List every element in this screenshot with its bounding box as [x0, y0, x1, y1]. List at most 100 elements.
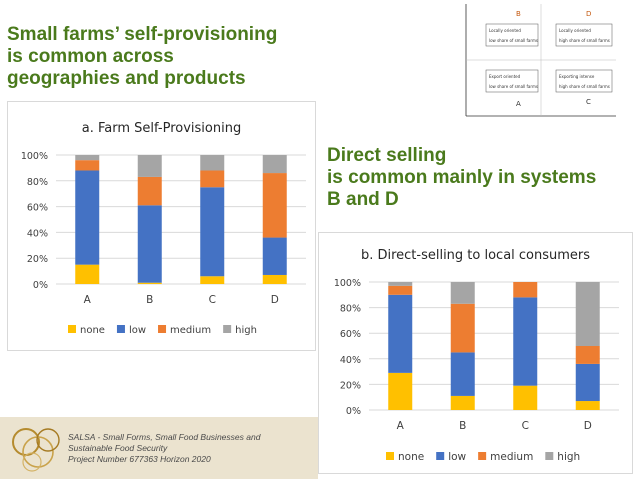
- bar-segment-medium-C: [513, 282, 538, 298]
- y-tick-label: 80%: [340, 304, 361, 315]
- y-tick-label: 40%: [340, 355, 361, 366]
- footer-line: Project Number 677363 Horizon 2020: [68, 454, 211, 464]
- bar-segment-low-C: [513, 297, 538, 386]
- x-tick-label: B: [146, 294, 153, 306]
- bar-segment-none-B: [137, 282, 162, 284]
- chart-b-svg: b. Direct-selling to local consumers 0% 20…: [334, 248, 619, 463]
- diagram-box-c: [555, 69, 613, 93]
- chart-farm-self-provisioning: a. Farm Self-Provisioning 0% 20% 40% 60% 80% 1…: [7, 101, 316, 351]
- x-tick-label: D: [271, 294, 279, 306]
- box-label: Exporting intense: [559, 74, 595, 79]
- chart-title: a. Farm Self-Provisioning: [82, 121, 241, 136]
- bar-segment-none-C: [200, 276, 225, 284]
- bar-segment-none-C: [513, 385, 538, 410]
- bar-segment-medium-A: [388, 285, 413, 295]
- bar-segment-none-D: [575, 401, 600, 410]
- footer-banner: SALSA - Small Forms, Small Food Business…: [0, 417, 318, 479]
- bar-segment-high-A: [388, 282, 413, 286]
- legend-label: none: [80, 325, 105, 336]
- typology-diagram: B D A C Locally oriented low share of sm…: [446, 0, 638, 126]
- diagram-box-a: [485, 69, 539, 93]
- legend-label: medium: [170, 325, 211, 336]
- quadrant-label-a: A: [516, 100, 521, 108]
- quadrant-label-d: D: [586, 10, 591, 18]
- chart-title: b. Direct-selling to local consumers: [361, 248, 590, 263]
- legend-label: none: [398, 451, 424, 463]
- quadrant-label-c: C: [586, 98, 591, 106]
- box-label: Locally oriented: [559, 28, 591, 33]
- headline-line: B and D: [327, 189, 399, 210]
- chart-direct-selling: b. Direct-selling to local consumers 0% 20…: [318, 232, 633, 474]
- legend-swatch-low: [436, 452, 445, 460]
- y-tick-label: 60%: [27, 203, 48, 214]
- y-tick-label: 20%: [27, 254, 48, 265]
- bar-segment-low-B: [450, 352, 475, 396]
- box-label: Locally oriented: [489, 28, 521, 33]
- x-tick-label: C: [522, 420, 529, 432]
- legend-swatch-none: [386, 452, 394, 460]
- bar-segment-low-C: [200, 187, 225, 277]
- footer-text: SALSA - Small Forms, Small Food Business…: [68, 432, 260, 465]
- bar-segment-medium-D: [262, 173, 287, 238]
- legend-swatch-none: [68, 325, 76, 333]
- bar-segment-low-A: [75, 170, 100, 265]
- headline-line: is common across: [7, 46, 174, 67]
- y-tick-label: 0%: [346, 406, 361, 417]
- bar-segment-low-B: [137, 205, 162, 283]
- y-tick-label: 80%: [27, 177, 48, 188]
- headline-direct-selling: Direct selling is common mainly in syste…: [327, 145, 596, 211]
- bar-segment-medium-B: [450, 303, 475, 353]
- headline-self-provisioning: Small farms’ self-provisioning is common…: [7, 24, 277, 90]
- salsa-rings-logo: [12, 428, 60, 472]
- diagram-box-d: [555, 23, 613, 47]
- bar-segment-high-D: [575, 282, 600, 346]
- bar-segment-high-D: [262, 155, 287, 174]
- legend-swatch-high: [223, 325, 232, 333]
- bar-segment-none-A: [388, 372, 413, 410]
- y-tick-label: 100%: [334, 278, 361, 289]
- box-label: Export oriented: [489, 74, 521, 79]
- box-label: low share of small farms: [489, 38, 538, 43]
- bar-segment-none-A: [75, 264, 100, 284]
- bar-segment-high-B: [450, 282, 475, 304]
- legend-label: high: [557, 451, 580, 463]
- headline-line: Direct selling: [327, 145, 447, 166]
- legend-label: low: [448, 451, 466, 463]
- headline-line: Small farms’ self-provisioning: [7, 24, 278, 45]
- bar-segment-medium-D: [575, 346, 600, 364]
- box-label: high share of small farms: [559, 38, 610, 43]
- x-tick-label: C: [209, 294, 216, 306]
- legend-label: medium: [490, 451, 533, 463]
- bar-segment-high-C: [200, 155, 225, 171]
- y-tick-label: 100%: [21, 151, 48, 162]
- bar-segment-low-D: [262, 237, 287, 275]
- bar-segment-medium-B: [137, 176, 162, 206]
- x-tick-label: A: [84, 294, 92, 306]
- bar-segment-medium-A: [75, 160, 100, 171]
- chart-a-svg: a. Farm Self-Provisioning 0% 20% 40% 60% 80% 1…: [21, 121, 306, 336]
- legend-label: high: [235, 325, 257, 336]
- box-label: low share of small farms: [489, 84, 538, 89]
- quadrant-label-b: B: [516, 10, 521, 18]
- legend-swatch-medium: [478, 452, 487, 460]
- diagram-box-b: [485, 23, 539, 47]
- x-tick-label: B: [459, 420, 466, 432]
- bar-segment-none-D: [262, 274, 287, 284]
- y-tick-label: 60%: [340, 329, 361, 340]
- bar-segment-high-B: [137, 155, 162, 177]
- bar-segment-low-D: [575, 363, 600, 402]
- bar-segment-medium-C: [200, 170, 225, 188]
- legend-label: low: [129, 325, 146, 336]
- legend-swatch-high: [545, 452, 554, 460]
- y-tick-label: 0%: [33, 280, 48, 291]
- x-tick-label: A: [397, 420, 405, 432]
- headline-line: is common mainly in systems: [327, 167, 597, 188]
- headline-line: geographies and products: [7, 68, 246, 89]
- bar-segment-low-A: [388, 294, 413, 373]
- y-tick-label: 20%: [340, 380, 361, 391]
- x-tick-label: D: [584, 420, 592, 432]
- bar-segment-none-B: [450, 395, 475, 410]
- legend-swatch-low: [116, 325, 125, 333]
- footer-line: Sustainable Food Security: [68, 443, 168, 453]
- y-tick-label: 40%: [27, 228, 48, 239]
